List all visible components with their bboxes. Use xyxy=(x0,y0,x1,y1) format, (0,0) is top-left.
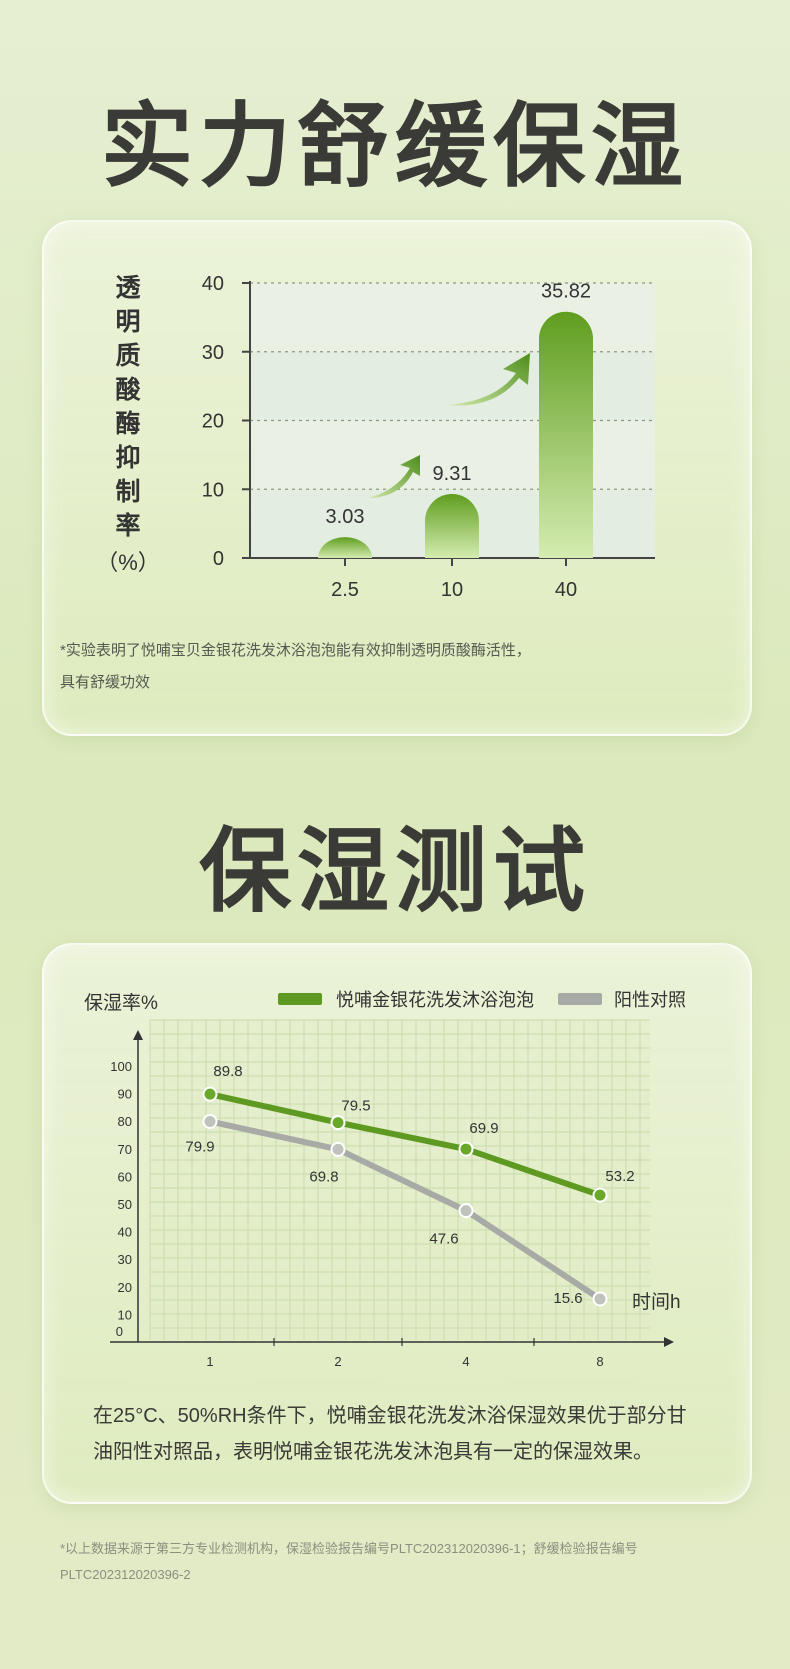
data-point xyxy=(330,1141,346,1157)
y-tick-label: 90 xyxy=(118,1087,132,1102)
data-point xyxy=(458,1203,474,1219)
y-axis-label-char: 透 xyxy=(115,273,141,302)
y-tick-label: 60 xyxy=(118,1169,132,1184)
data-point xyxy=(458,1141,474,1157)
data-label: 47.6 xyxy=(429,1231,458,1248)
y-tick-label: 30 xyxy=(118,1252,132,1267)
experiment-note-line2: 具有舒缓功效 xyxy=(60,674,151,691)
data-label: 69.9 xyxy=(469,1120,498,1137)
experiment-note-line1: *实验表明了悦哺宝贝金银花洗发沐浴泡泡能有效抑制透明质酸酶活性， xyxy=(60,642,531,659)
y-axis-label-char: 率 xyxy=(115,511,140,540)
footnote-line1: *以上数据来源于第三方专业检测机构，保湿检验报告编号PLTC2023120203… xyxy=(60,1541,638,1556)
bar xyxy=(425,493,479,558)
data-label: 69.8 xyxy=(309,1168,338,1185)
x-tick-label: 2.5 xyxy=(331,579,359,601)
legend-label: 悦哺金银花洗发沐浴泡泡 xyxy=(336,990,534,1010)
y-axis-label-char: 质 xyxy=(115,341,140,370)
data-label: 89.8 xyxy=(213,1063,242,1080)
series-line xyxy=(209,1118,602,1302)
x-tick-label: 8 xyxy=(596,1354,603,1369)
legend-swatch xyxy=(278,993,322,1005)
y-axis-label-char: 制 xyxy=(115,477,140,506)
y-axis-label-char: 酶 xyxy=(115,409,140,438)
x-tick-label: 10 xyxy=(441,579,463,601)
y-tick-label: 10 xyxy=(118,1307,132,1322)
x-tick-label: 1 xyxy=(206,1354,213,1369)
experiment-note: *实验表明了悦哺宝贝金银花洗发沐浴泡泡能有效抑制透明质酸酶活性， 具有舒缓功效 xyxy=(60,635,710,699)
y-axis-label: 保湿率% xyxy=(84,992,158,1014)
y-tick-label: 50 xyxy=(118,1197,132,1212)
y-tick-label: 80 xyxy=(118,1114,132,1129)
bar xyxy=(539,311,593,558)
moisture-conclusion: 在25°C、50%RH条件下，悦哺金银花洗发沐浴保湿效果优于部分甘 油阳性对照品… xyxy=(93,1398,713,1470)
bar-value-label: 35.82 xyxy=(541,281,591,303)
data-label: 53.2 xyxy=(605,1168,634,1185)
conclusion-line1: 在25°C、50%RH条件下，悦哺金银花洗发沐浴保湿效果优于部分甘 xyxy=(93,1405,687,1427)
footnote-line2: PLTC202312020396-2 xyxy=(60,1567,191,1582)
y-axis-label-char: 抑 xyxy=(115,443,140,472)
conclusion-line2: 油阳性对照品，表明悦哺金银花洗发沐泡具有一定的保湿效果。 xyxy=(93,1441,653,1463)
up-arrow-icon xyxy=(448,353,530,406)
y-tick-label: 0 xyxy=(213,548,224,570)
section-title-soothing: 实力舒缓保湿 xyxy=(100,93,689,200)
y-tick-label: 40 xyxy=(202,273,224,295)
data-source-footnote: *以上数据来源于第三方专业检测机构，保湿检验报告编号PLTC2023120203… xyxy=(60,1536,750,1588)
y-axis-arrow-icon xyxy=(133,1030,143,1040)
y-tick-label: 30 xyxy=(202,342,224,364)
y-axis-label-unit: （%） xyxy=(96,550,160,575)
section-title-moisture-test: 保湿测试 xyxy=(198,818,591,925)
data-point xyxy=(330,1115,346,1131)
bar-value-label: 9.31 xyxy=(433,463,472,485)
data-point xyxy=(202,1086,218,1102)
x-tick-label: 2 xyxy=(334,1354,341,1369)
y-tick-label: 0 xyxy=(116,1324,123,1339)
x-tick-label: 4 xyxy=(462,1354,469,1369)
x-axis-arrow-icon xyxy=(664,1337,674,1347)
y-tick-label: 10 xyxy=(202,479,224,501)
data-label: 15.6 xyxy=(553,1290,582,1307)
y-tick-label: 100 xyxy=(110,1059,132,1074)
data-label: 79.5 xyxy=(341,1098,370,1115)
bar-value-label: 3.03 xyxy=(326,506,365,528)
bar xyxy=(318,537,372,558)
legend-label: 阳性对照 xyxy=(614,990,686,1010)
series-line xyxy=(209,1091,601,1199)
y-axis-label-char: 酸 xyxy=(115,375,141,404)
data-point xyxy=(592,1291,608,1307)
y-tick-label: 20 xyxy=(202,411,224,433)
y-tick-label: 70 xyxy=(118,1142,132,1157)
x-tick-label: 40 xyxy=(555,579,577,601)
y-axis-label-char: 明 xyxy=(115,307,140,336)
up-arrow-icon xyxy=(368,455,420,498)
legend-swatch xyxy=(558,993,602,1005)
x-axis-label: 时间h xyxy=(632,1291,681,1313)
y-tick-label: 40 xyxy=(118,1225,132,1240)
y-tick-label: 20 xyxy=(118,1280,132,1295)
data-point xyxy=(592,1187,608,1203)
data-point xyxy=(202,1113,218,1129)
data-label: 79.9 xyxy=(185,1138,214,1155)
